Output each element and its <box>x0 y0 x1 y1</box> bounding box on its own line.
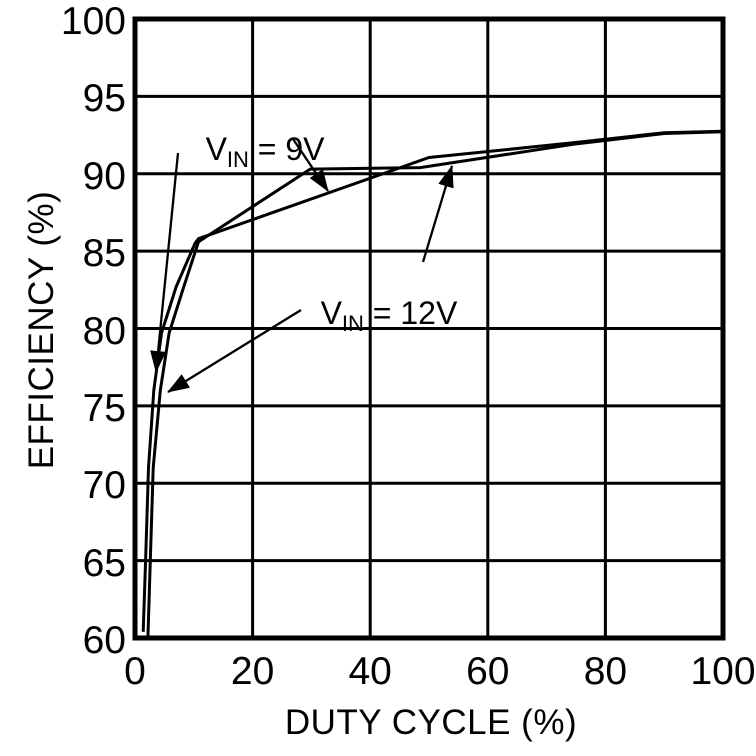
y-tick-label: 75 <box>82 386 126 430</box>
x-tick-label: 80 <box>583 650 628 693</box>
x-axis-title: DUTY CYCLE (%) <box>284 703 578 742</box>
annotation-arrow <box>292 138 329 192</box>
curve-vin-12v <box>146 130 724 639</box>
series-label-subscript: IN <box>341 311 364 336</box>
annotation-arrow <box>167 309 302 393</box>
x-tick-label: 100 <box>690 650 756 693</box>
y-tick-label: 60 <box>82 619 126 662</box>
annotation-arrow <box>421 165 454 263</box>
y-tick-label: 85 <box>82 232 126 276</box>
y-tick-label: 95 <box>82 77 126 121</box>
y-tick-label: 80 <box>82 309 126 353</box>
y-tick-label: 90 <box>82 154 126 198</box>
y-tick-label: 100 <box>60 0 126 43</box>
x-tick-label: 40 <box>348 650 392 693</box>
series-label-value: = 9V <box>248 131 325 167</box>
series-label-main: V <box>205 131 227 167</box>
series-label-value: = 12V <box>363 295 458 331</box>
plot-border <box>132 16 726 641</box>
y-tick-label: 65 <box>82 541 126 585</box>
x-tick-label: 0 <box>124 650 146 693</box>
series-label-vin-9v: VIN = 9V <box>170 101 325 208</box>
series-label-main: V <box>320 295 342 331</box>
series-label-vin-12v: VIN = 12V <box>285 265 458 372</box>
x-tick-label: 60 <box>466 650 510 693</box>
y-tick-label: 70 <box>82 464 126 508</box>
annotation-arrow <box>150 152 180 373</box>
x-tick-label: 20 <box>230 650 275 693</box>
series-label-subscript: IN <box>226 147 249 172</box>
